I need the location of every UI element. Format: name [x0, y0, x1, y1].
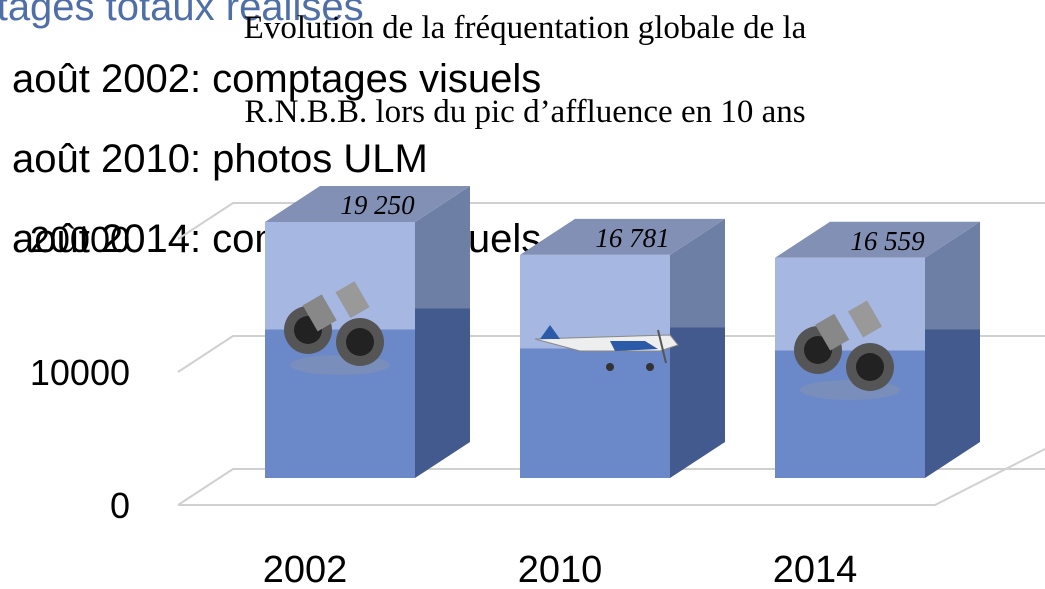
- bullet: août 2002: comptages visuels: [12, 57, 541, 101]
- grid: [177, 202, 1045, 506]
- binoculars-icon: [284, 281, 390, 375]
- grid-line: [177, 202, 1045, 240]
- chart-title: Evolution de la fréquentation globale de…: [244, 10, 807, 46]
- bar-top: [775, 221, 980, 258]
- bar-front: [520, 254, 670, 478]
- bar-side: [925, 221, 980, 478]
- y-tick-label: 0: [110, 485, 130, 526]
- x-tick-label: 2010: [518, 549, 603, 589]
- binoculars-icon: [794, 300, 900, 400]
- bars: [265, 185, 980, 479]
- icons: [284, 281, 900, 400]
- x-tick-label: 2002: [263, 549, 348, 589]
- bar-top: [520, 218, 725, 255]
- bar-side: [415, 185, 470, 478]
- floor-edge: [178, 448, 1045, 506]
- x-tick-label: 2014: [773, 549, 858, 589]
- bar-side: [670, 218, 725, 479]
- bar-top: [265, 185, 470, 222]
- chart-title: R.N.B.B. lors du pic d’affluence en 10 a…: [244, 94, 805, 130]
- labels: Evolution de la fréquentation globale de…: [30, 10, 925, 589]
- value-label: 19 250: [340, 190, 415, 220]
- bar: [520, 218, 725, 479]
- plane-icon: [534, 325, 679, 371]
- bar: [265, 185, 470, 478]
- y-tick-label: 10000: [30, 352, 130, 393]
- value-label: 16 559: [850, 226, 925, 256]
- y-tick-label: 20000: [30, 219, 130, 260]
- grid-line: [177, 468, 1045, 506]
- value-label: 16 781: [595, 223, 669, 253]
- heading: Comptages totaux réalisés: [0, 0, 364, 29]
- bullet: août 2010: photos ULM: [12, 137, 428, 181]
- grid-line: [177, 335, 1045, 373]
